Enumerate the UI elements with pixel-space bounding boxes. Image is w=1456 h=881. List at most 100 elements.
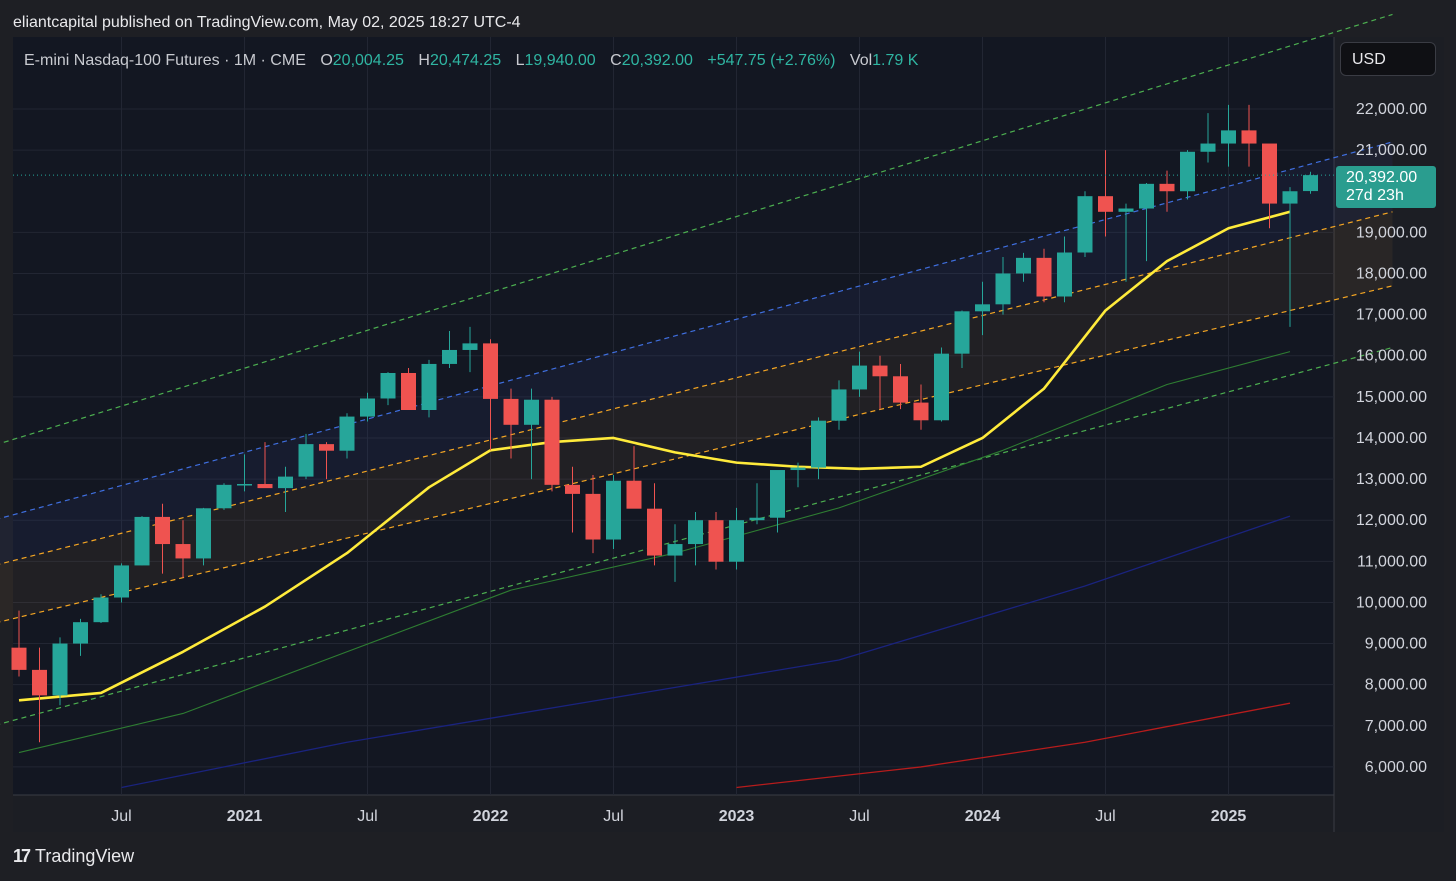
candle (934, 347, 949, 422)
candle-body (1262, 143, 1277, 204)
time-axis-labels: Jul 2021 Jul 2022 Jul 2023 Jul 2024 Jul 2025 (111, 808, 1246, 825)
candle (52, 637, 68, 706)
channel-line (0, 346, 1393, 725)
candle (1057, 236, 1072, 303)
time-tick-label: Jul (1095, 808, 1115, 825)
candle-body (811, 420, 826, 468)
candle-body (995, 273, 1011, 305)
candle-body (1016, 257, 1031, 274)
candle-body (73, 622, 88, 644)
price-tick-label: 7,000.00 (1365, 718, 1427, 735)
time-axis[interactable] (13, 795, 1334, 832)
candle (995, 257, 1011, 315)
candle (1118, 203, 1134, 282)
symbol-legend[interactable]: E-mini Nasdaq-100 Futures · 1M · CME O20… (24, 52, 918, 70)
candle-body (401, 372, 416, 410)
candle-body (1057, 252, 1072, 297)
low-value: 19,940.00 (524, 52, 596, 69)
price-tick-label: 15,000.00 (1356, 389, 1427, 406)
price-tick-label: 18,000.00 (1356, 265, 1427, 282)
open-label: O (320, 52, 333, 69)
price-tick-label: 19,000.00 (1356, 224, 1427, 241)
candle-body (975, 304, 990, 312)
candle (1221, 104, 1236, 167)
candle (1159, 170, 1175, 212)
currency-button[interactable]: USD (1340, 42, 1436, 76)
ma-line-red-solid (736, 702, 1291, 789)
candle (93, 594, 109, 623)
candle (626, 446, 642, 509)
ma-line-blue-solid (121, 515, 1291, 789)
candle-body (1241, 130, 1257, 144)
candle (319, 442, 334, 480)
candle (1016, 252, 1031, 282)
candle (1200, 113, 1216, 163)
time-tick-label: Jul (111, 808, 131, 825)
candle-body (298, 444, 314, 477)
high-label: H (418, 52, 430, 69)
candle (647, 483, 662, 566)
candle (298, 433, 314, 480)
candle-body (380, 372, 396, 399)
tradingview-brand[interactable]: 17 TradingView (13, 846, 134, 867)
candle (667, 524, 683, 582)
ma-line-yellow (18, 210, 1291, 702)
candle (770, 470, 785, 533)
candle-body (1036, 257, 1052, 297)
time-tick-label: Jul (603, 808, 623, 825)
candle-body (134, 516, 150, 566)
close-label: C (610, 52, 622, 69)
candle-body (667, 544, 683, 556)
last-price-tag: 20,392.00 27d 23h (1336, 166, 1436, 208)
candle (483, 339, 498, 451)
candle-body (954, 311, 970, 354)
candle-body (1200, 143, 1216, 152)
price-tick-label: 13,000.00 (1356, 471, 1427, 488)
candle (565, 466, 580, 533)
time-tick-label: Jul (357, 808, 377, 825)
candle-body (442, 349, 457, 364)
candle (1303, 171, 1318, 194)
publish-info: eliantcapital published on TradingView.c… (13, 14, 521, 31)
price-tick-label: 12,000.00 (1356, 512, 1427, 529)
high-value: 20,474.25 (429, 52, 502, 69)
candle (1077, 191, 1093, 258)
candle (196, 507, 211, 566)
candle-body (462, 343, 478, 350)
candle-body (1118, 208, 1134, 212)
candle-body (647, 508, 662, 556)
change-value: +547.75 (+2.76%) (707, 52, 836, 69)
candle-body (503, 398, 519, 425)
price-tick-label: 11,000.00 (1357, 553, 1427, 570)
candle (749, 483, 765, 525)
candle (1241, 104, 1257, 167)
candle-body (1221, 130, 1236, 144)
candle-body (749, 517, 765, 521)
price-tick-label: 9,000.00 (1365, 636, 1427, 653)
candle (401, 368, 416, 410)
chart-pane[interactable] (13, 37, 1334, 795)
candle (360, 392, 375, 422)
candle (831, 380, 847, 430)
time-tick-label: 2025 (1211, 808, 1247, 825)
candle (1036, 248, 1052, 303)
price-tick-label: 14,000.00 (1356, 430, 1427, 447)
candle-body (421, 363, 437, 410)
candle-body (831, 389, 847, 421)
candle-body (278, 476, 293, 489)
candle-body (11, 647, 27, 670)
candle (380, 372, 396, 406)
candle-body (688, 520, 703, 545)
candle (155, 503, 170, 574)
candle-body (1282, 191, 1298, 204)
candle (11, 610, 27, 677)
candle-body (1180, 151, 1195, 192)
last-price-value: 20,392.00 (1346, 169, 1418, 186)
price-tick-label: 10,000.00 (1356, 594, 1427, 611)
time-tick-label: 2024 (965, 808, 1001, 825)
candle-body (237, 484, 252, 486)
candle-body (52, 643, 68, 696)
price-tick-label: 6,000.00 (1365, 759, 1427, 776)
regression-channel (0, 13, 1393, 725)
